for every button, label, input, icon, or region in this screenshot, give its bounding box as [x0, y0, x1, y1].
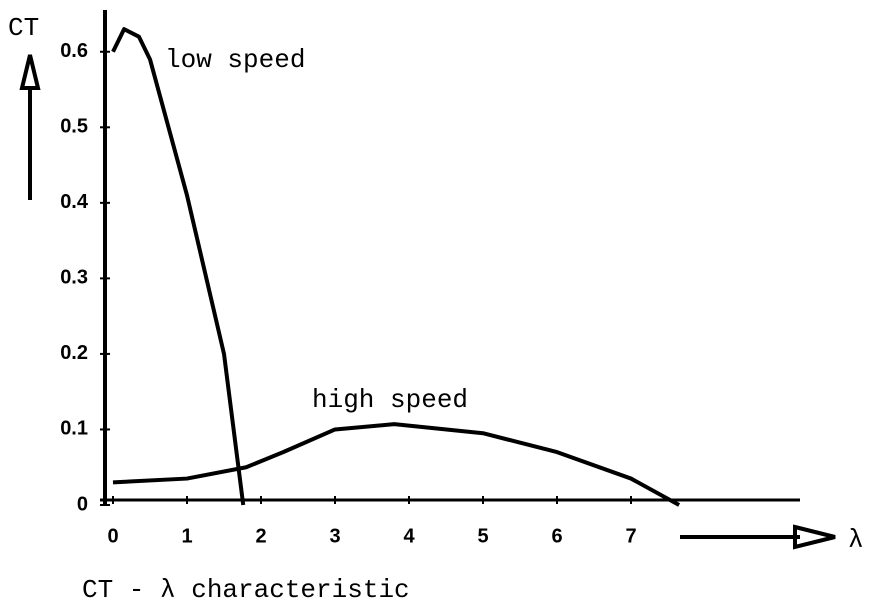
- y-tick-label: 0.2: [60, 342, 88, 364]
- chart-title: CT - λ characteristic: [82, 575, 410, 605]
- x-tick-label: 1: [181, 525, 192, 547]
- y-tick-label: 0: [77, 493, 88, 515]
- x-arrow-head: [793, 524, 836, 550]
- y-tick-label: 0.6: [60, 40, 88, 62]
- annotation: high speed: [312, 385, 468, 415]
- x-tick-label: 4: [403, 525, 415, 547]
- y-tick-label: 0.1: [60, 418, 88, 440]
- y-arrow-head: [19, 54, 41, 90]
- x-tick-label: 2: [255, 525, 266, 547]
- x-tick-label: 6: [551, 525, 562, 547]
- y-label: CT: [8, 13, 39, 43]
- line: [112, 422, 681, 507]
- x-tick-label: 5: [477, 525, 488, 547]
- x-tick-label: 7: [625, 525, 636, 547]
- annotation: low speed: [165, 45, 305, 75]
- x-tick-label: 0: [107, 525, 118, 547]
- line: [111, 27, 246, 506]
- x-tick-label: 3: [329, 525, 340, 547]
- y-tick-label: 0.4: [60, 191, 89, 213]
- y-tick-label: 0.5: [60, 116, 88, 138]
- y-tick-label: 0.3: [60, 267, 88, 289]
- x-label: λ: [848, 525, 864, 555]
